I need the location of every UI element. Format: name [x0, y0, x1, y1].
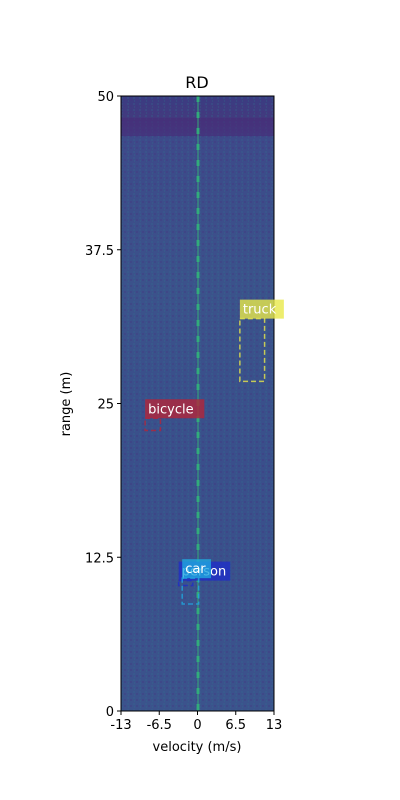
- detection-label: truck: [243, 303, 277, 318]
- detection-label-bg: [145, 399, 205, 419]
- y-tick-label: 50: [97, 90, 114, 105]
- detection-car: car: [181, 559, 211, 605]
- detection-label-bg: [182, 559, 211, 579]
- x-tick-label: 6.5: [225, 718, 246, 733]
- x-axis-label: velocity (m/s): [153, 740, 242, 755]
- detection-label: bicycle: [148, 402, 193, 417]
- detection-label-bg: [239, 299, 284, 319]
- x-tick-label: -6.5: [147, 718, 172, 733]
- detection-label: car: [185, 562, 206, 577]
- x-tick-label: -13: [110, 718, 131, 733]
- detection-box: [177, 579, 194, 587]
- y-tick-label: 12.5: [85, 551, 114, 566]
- detection-truck: truck: [239, 299, 284, 383]
- x-tick-label: 13: [266, 718, 283, 733]
- y-axis-label: range (m): [59, 372, 74, 437]
- detection-bicycle: bicycle: [144, 399, 205, 432]
- y-tick-label: 37.5: [85, 244, 114, 259]
- x-tick-label: 0: [193, 718, 201, 733]
- y-tick-label: 25: [97, 398, 114, 413]
- chart-title: RD: [185, 73, 208, 92]
- y-tick-label: 0: [106, 705, 114, 720]
- detection-box: [144, 417, 162, 432]
